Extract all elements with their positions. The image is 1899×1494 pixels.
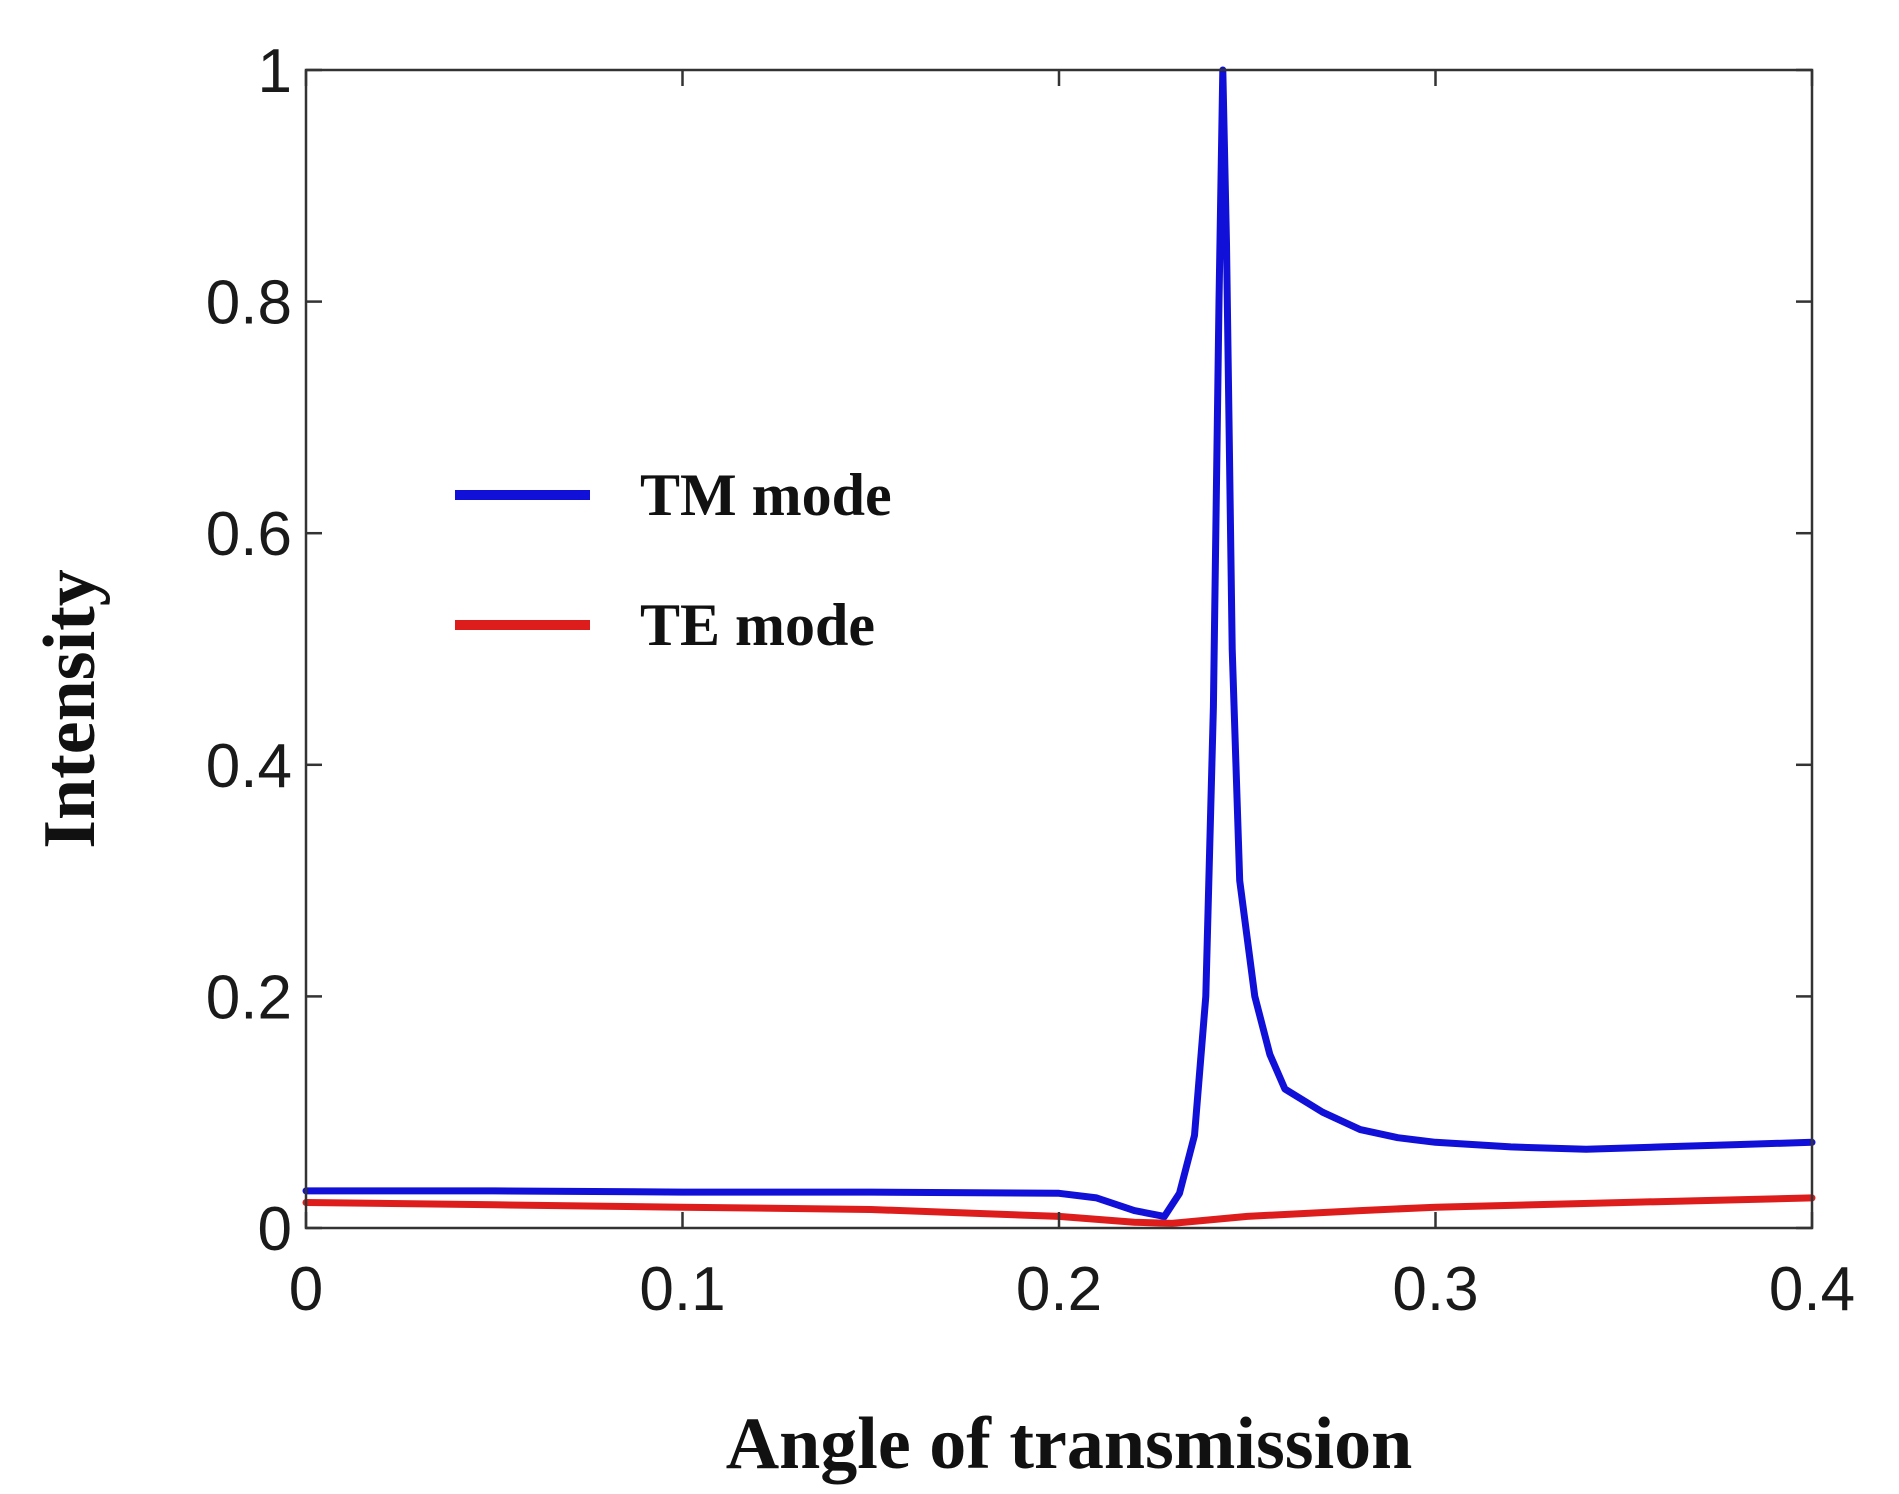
y-tick-label: 0.4 [206, 732, 292, 801]
y-tick-label: 0.8 [206, 269, 292, 338]
y-tick-label: 0.6 [206, 500, 292, 569]
plot-area [302, 66, 1816, 1227]
x-tick-label: 0.4 [1769, 1255, 1855, 1324]
legend-label-0: TM mode [640, 462, 892, 528]
series-line-0 [302, 66, 1816, 1220]
x-tick-label: 0.3 [1392, 1255, 1478, 1324]
x-axis-title: Angle of transmission [726, 1403, 1413, 1485]
legend: TM mode TE mode [455, 462, 892, 658]
y-axis-title: Intensity [29, 569, 111, 849]
series-line-1 [302, 1194, 1816, 1227]
x-tick-label: 0.2 [1016, 1255, 1102, 1324]
y-tick-label: 0.2 [206, 963, 292, 1032]
y-tick-label: 0 [258, 1195, 292, 1264]
plot-frame [304, 68, 1814, 1230]
x-tick-label: 0 [289, 1255, 323, 1324]
x-tick-label: 0.1 [639, 1255, 725, 1324]
axes: 0 0.1 0.2 0.3 0.4 0 0.2 0.4 0.6 0.8 1 [206, 37, 1855, 1324]
legend-label-1: TE mode [640, 592, 875, 658]
y-tick-label: 1 [258, 37, 292, 106]
